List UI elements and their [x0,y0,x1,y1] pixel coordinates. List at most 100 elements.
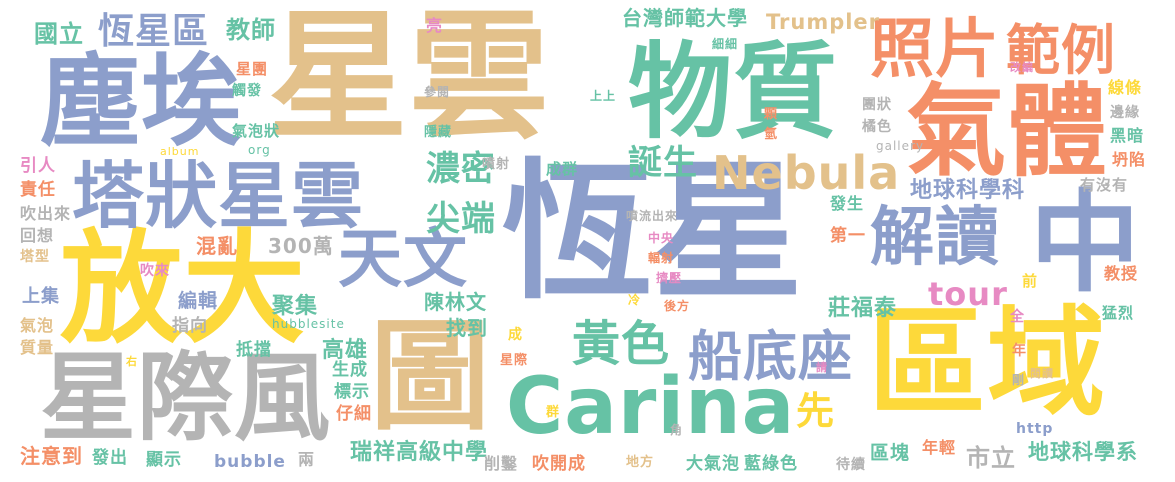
word: 第一 [830,226,866,246]
word: 塵埃 [40,43,242,160]
word: 全 [1010,309,1025,325]
word: tour [928,275,1008,313]
word: 顆 [764,107,779,122]
word: 輻射 [648,251,675,265]
word: 區塊 [870,442,911,464]
word: 仔細 [336,404,372,424]
word: 陳林文 [424,290,487,314]
word: 台灣師範大學 [622,6,748,30]
word: 高雄 [322,338,369,363]
word: 回想 [20,226,55,245]
word: 瑞祥高級中學 [350,440,489,465]
word: 黑暗 [1110,126,1145,145]
word: 黃色 [572,316,671,372]
word: 團狀 [862,97,892,113]
word: bubble [214,452,286,472]
word: 質量 [20,338,55,357]
word: 國立 [34,20,84,48]
word: Trumpler [766,10,881,34]
word: 星際風 [40,342,331,454]
word: 年 [1012,343,1027,359]
word: 混亂 [196,234,238,258]
word: 教師 [226,16,276,44]
word: 星團 [236,60,269,78]
word: 吹來 [140,263,170,279]
word: 氣體 [906,73,1108,190]
word: 莊福泰 [828,296,898,321]
word: 上集 [22,286,60,307]
word: 有沒有 [1080,176,1129,194]
word: 冷 [628,293,642,307]
word: 地球科學系 [1028,440,1138,464]
word: 削鑿 [484,454,519,473]
word: 吹出來 [20,204,72,223]
word: 生成 [332,360,368,380]
word: 範例 [1006,19,1116,82]
word: Nebula [712,146,901,200]
word: 星雲 [268,0,551,159]
word: 成 [508,327,523,343]
word: 後方 [664,299,691,313]
word: 隱藏 [424,125,453,140]
word: 角 [670,423,684,437]
word: 線條 [1108,78,1143,97]
word: 發生 [830,194,865,213]
word: 中 [1030,179,1141,307]
word: 照片 [870,13,1000,87]
word: gallery [876,139,925,153]
word: 前 [1022,272,1039,290]
word: 剛 [1012,373,1026,387]
word: org [248,143,271,157]
word: 恆星區 [98,11,210,52]
word: 船底座 [688,325,853,388]
word: 塔狀星雲 [72,154,365,238]
word: 責任 [20,180,56,200]
word: Carina [506,362,796,452]
word: 兩 [298,450,316,469]
word: 氣泡 [20,316,55,335]
word: 解讀 [870,201,1000,275]
word: 區域 [868,294,1107,432]
word: 市立 [966,444,1016,472]
word: 發出 [92,448,128,468]
word: 藍綠色 [744,454,798,474]
word: 氫 [764,127,779,142]
word: 邊緣 [1110,105,1140,121]
word: 先 [796,389,836,433]
word: 吹開成 [532,454,586,474]
word: 編輯 [178,290,219,312]
word: 濃密 [426,149,496,189]
word: 大氣泡 [686,454,740,474]
word: 指向 [172,316,208,336]
word: 放大 [60,218,306,360]
word: 參閱 [424,85,451,99]
word: 猛烈 [1102,304,1135,322]
word: 星際 [500,353,529,368]
word: 觸發 [232,83,262,99]
word: 請 [816,361,828,374]
word: 地球科學科 [910,178,1026,203]
word: album [160,145,200,158]
word: 天文 [338,223,468,297]
word: 300萬 [268,234,334,258]
word: 顯示 [146,450,182,470]
word: 群 [546,405,561,420]
word: 誕生 [628,143,698,183]
word: 右 [126,355,138,368]
word: 地方 [626,455,655,470]
word: 塔型 [20,249,50,265]
word: http [1016,421,1054,437]
word: 噴射 [482,157,511,172]
word: 圖 [370,308,491,447]
word: hubblesite [272,317,345,331]
word: 擠壓 [656,271,683,285]
word: 中央 [648,231,675,245]
word: 上上 [590,89,617,103]
word: 教授 [1104,264,1139,283]
word: 閱讀 [1030,367,1054,380]
word: 橘色 [862,119,892,135]
word: 物質 [628,31,839,153]
word: 年輕 [922,438,957,457]
word: 坍陷 [1112,150,1147,169]
